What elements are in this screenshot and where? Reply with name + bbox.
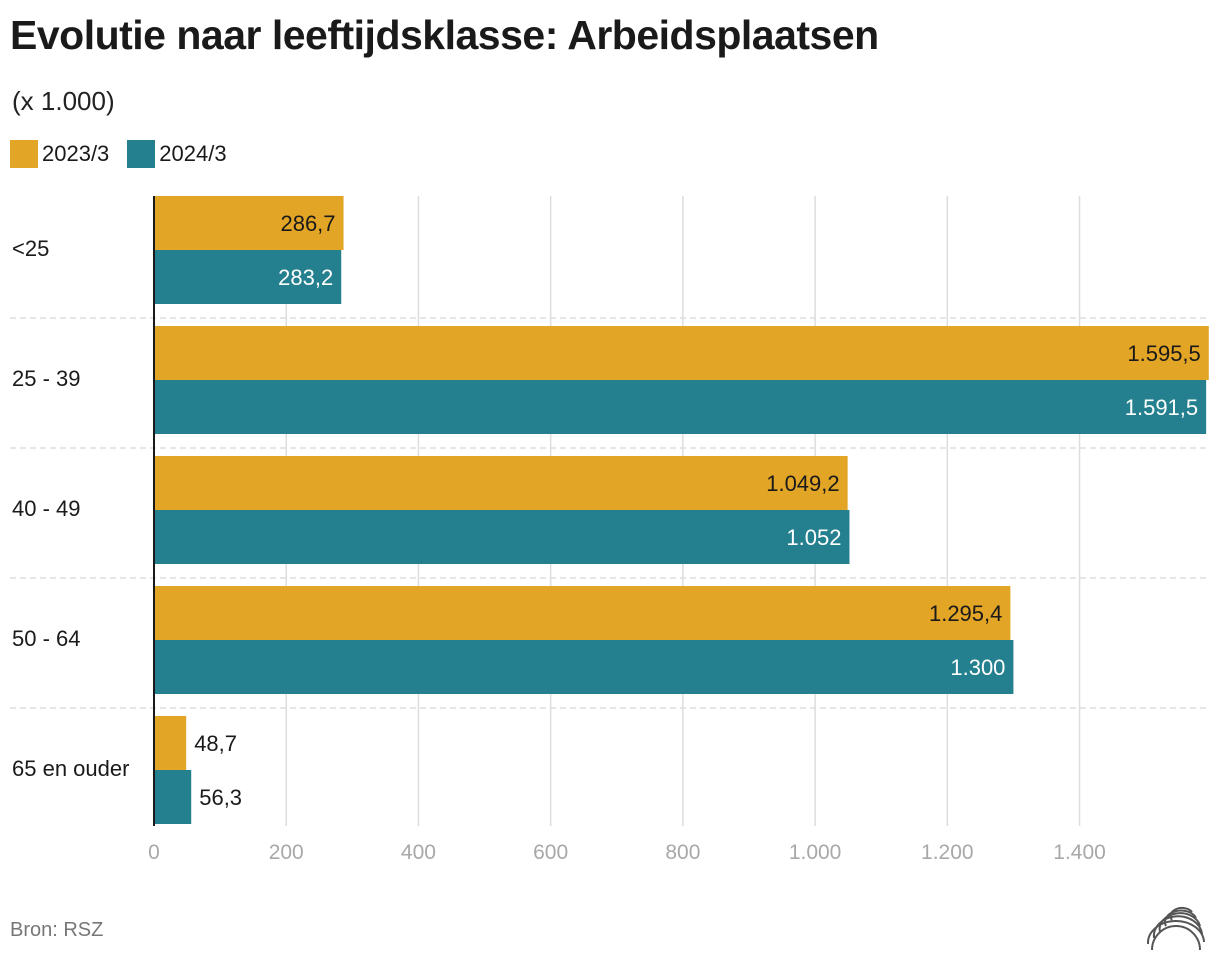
category-label-4: 50 - 64 bbox=[12, 626, 81, 651]
data-label-2024-2: 1.591,5 bbox=[1125, 395, 1198, 420]
data-label-2023-1: 286,7 bbox=[280, 211, 335, 236]
legend-label-2024: 2024/3 bbox=[159, 141, 227, 166]
x-tick-label-0: 0 bbox=[148, 841, 160, 864]
chart-subtitle: (x 1.000) bbox=[12, 86, 115, 116]
category-label-1: <25 bbox=[12, 236, 49, 261]
bar-2024-3 bbox=[154, 510, 850, 564]
x-tick-label-6: 1.200 bbox=[921, 841, 974, 864]
chart-title: Evolutie naar leeftijdsklasse: Arbeidspl… bbox=[10, 12, 879, 58]
broadcaster-logo-icon bbox=[1146, 906, 1205, 951]
source-note: Bron: RSZ bbox=[10, 919, 104, 941]
data-label-2024-1: 283,2 bbox=[278, 265, 333, 290]
category-label-2: 25 - 39 bbox=[12, 366, 81, 391]
data-label-2023-5: 48,7 bbox=[194, 731, 237, 756]
data-label-2023-4: 1.295,4 bbox=[929, 601, 1002, 626]
bar-2024-2 bbox=[154, 380, 1207, 434]
bar-2023-2 bbox=[154, 326, 1209, 380]
x-tick-label-7: 1.400 bbox=[1053, 841, 1106, 864]
category-label-5: 65 en ouder bbox=[12, 756, 129, 781]
category-label-3: 40 - 49 bbox=[12, 496, 81, 521]
data-label-2024-5: 56,3 bbox=[199, 785, 242, 810]
data-label-2023-2: 1.595,5 bbox=[1127, 341, 1200, 366]
x-tick-label-3: 600 bbox=[533, 841, 568, 864]
data-label-2023-3: 1.049,2 bbox=[766, 471, 839, 496]
legend-item-2023: 2023/3 bbox=[10, 140, 109, 168]
bar-2024-1 bbox=[154, 250, 342, 304]
bar-2023-4 bbox=[154, 586, 1011, 640]
bar-2023-1 bbox=[154, 196, 344, 250]
bar-2024-4 bbox=[154, 640, 1014, 694]
legend-swatch-2024 bbox=[127, 140, 156, 168]
legend-item-2024: 2024/3 bbox=[127, 140, 227, 168]
data-label-2024-4: 1.300 bbox=[950, 655, 1005, 680]
x-tick-label-1: 200 bbox=[269, 841, 304, 864]
bar-chart: <25 286,7 283,2 25 - 39 1.595,5 1.591,5 40 - 4… bbox=[10, 196, 1210, 864]
data-label-2024-3: 1.052 bbox=[786, 525, 841, 550]
x-tick-label-2: 400 bbox=[401, 841, 436, 864]
bar-2024-5 bbox=[154, 770, 192, 824]
legend-label-2023: 2023/3 bbox=[42, 141, 110, 166]
legend: 2023/3 2024/3 bbox=[10, 140, 245, 168]
legend-swatch-2023 bbox=[10, 140, 38, 168]
x-tick-label-5: 1.000 bbox=[789, 841, 842, 864]
bar-2023-3 bbox=[154, 456, 848, 510]
x-tick-label-4: 800 bbox=[665, 841, 700, 864]
bar-2023-5 bbox=[154, 716, 187, 770]
